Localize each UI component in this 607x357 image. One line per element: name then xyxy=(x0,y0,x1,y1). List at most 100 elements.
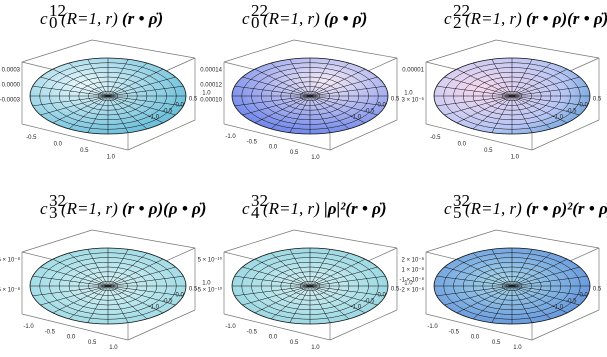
y-tick-label: -0.5 xyxy=(162,109,173,115)
x-tick-label: 0.0 xyxy=(269,145,278,151)
surface-spoke xyxy=(309,76,378,97)
z-tick-label: 0.00014 xyxy=(200,68,222,74)
surface-spoke xyxy=(511,68,568,97)
title-sub: 5 xyxy=(453,203,462,222)
box-edge xyxy=(127,309,196,341)
y-tick-label: -0.5 xyxy=(162,299,173,305)
box-edge xyxy=(531,119,600,151)
surface-spoke xyxy=(309,62,350,97)
surface xyxy=(433,57,591,135)
surface-spoke xyxy=(87,59,109,97)
y-tick-label: 0.5 xyxy=(391,287,400,293)
title-factor: (r • ρ)(ρ • ρ̈) xyxy=(122,199,206,218)
surface-spoke xyxy=(289,285,311,323)
x-tick-label: 0.0 xyxy=(269,335,278,341)
title-factor: (r • ρ)(r • ρ̈) xyxy=(526,9,607,28)
surface-spoke xyxy=(511,95,552,130)
surface-spoke xyxy=(309,68,366,97)
surface-spoke xyxy=(309,285,350,320)
surface-spoke xyxy=(107,285,164,314)
surface-spoke xyxy=(32,95,109,107)
box-edge xyxy=(21,313,129,341)
y-tick-label: -1.0 xyxy=(553,115,564,121)
box-edge xyxy=(329,119,398,151)
surface-spoke xyxy=(107,76,176,97)
title-args: (R=1, r) xyxy=(465,9,522,28)
x-tick-label: -0.5 xyxy=(247,139,258,145)
title-sub: 3 xyxy=(49,203,58,222)
box-edge xyxy=(91,229,196,249)
surface-spoke xyxy=(242,76,311,97)
title-base: c xyxy=(444,199,452,218)
surface-spoke xyxy=(472,95,513,130)
x-tick-label: -1.0 xyxy=(427,324,438,330)
surface-spoke xyxy=(107,95,184,107)
x-tick-label: 1.0 xyxy=(109,345,118,351)
surface-spoke xyxy=(40,76,109,97)
title-args: (R=1, r) xyxy=(263,9,320,28)
surface-spoke xyxy=(511,285,533,323)
surface-spoke xyxy=(472,252,513,287)
surface-spoke xyxy=(107,285,184,297)
surface-spoke xyxy=(40,95,109,116)
box-edge xyxy=(425,313,533,341)
z-tick-label: 0.0003 xyxy=(2,68,21,74)
surface-spoke xyxy=(107,285,129,323)
y-tick-label: -0.5 xyxy=(364,299,375,305)
z-tick-label: 0.00001 xyxy=(402,68,424,74)
surface-spoke xyxy=(270,95,311,130)
surface-spoke xyxy=(309,258,366,287)
surface-spoke xyxy=(254,285,311,314)
surface-spoke xyxy=(107,62,148,97)
surface-spoke xyxy=(107,95,164,124)
surface-spoke xyxy=(456,68,513,97)
box-edge xyxy=(223,229,295,253)
surface-spoke xyxy=(511,249,533,287)
surface-spoke xyxy=(107,258,164,287)
y-tick-label: -0.5 xyxy=(566,299,577,305)
surface-spoke xyxy=(309,285,386,297)
surface-spoke xyxy=(242,95,311,116)
z-tick-label: -5 × 10⁻¹⁰ xyxy=(196,287,223,294)
x-tick-label: 0.5 xyxy=(88,340,97,346)
y-tick-label: 0.0 xyxy=(176,293,185,299)
surface-spoke xyxy=(444,76,513,97)
box-edge xyxy=(329,309,398,341)
surface-spoke xyxy=(40,285,109,306)
surface-spoke xyxy=(511,95,580,116)
y-tick-label: 0.0 xyxy=(580,103,589,109)
surface-spoke xyxy=(436,95,513,107)
title-sup: 32 xyxy=(49,191,66,210)
x-tick-label: 0.5 xyxy=(492,340,501,346)
surface-spoke xyxy=(511,258,568,287)
surface-spoke xyxy=(87,249,109,287)
surface-spoke xyxy=(309,95,378,116)
surface-spoke xyxy=(511,285,588,297)
surface-spoke xyxy=(309,275,386,287)
surface-spoke xyxy=(511,62,552,97)
title-sup: 12 xyxy=(49,1,66,20)
y-tick-label: 1.0 xyxy=(202,281,211,287)
surface-spoke xyxy=(107,285,148,320)
surface-spoke xyxy=(309,59,331,97)
box-edge xyxy=(21,229,93,253)
surface-spoke xyxy=(32,285,109,297)
surface-spoke xyxy=(309,95,366,124)
surface-spoke xyxy=(289,59,311,97)
panel: c 120 (R=1, r) (r • ρ̈) 0.0003 0.0000 -0.0003 -… xyxy=(0,1,211,160)
box-edge xyxy=(127,119,196,151)
surface-spoke xyxy=(68,252,109,287)
y-tick-label: 1.0 xyxy=(404,91,413,97)
surface-spoke xyxy=(254,95,311,124)
surface-spoke xyxy=(491,285,513,323)
x-tick-label: 0.5 xyxy=(80,148,89,154)
box-edge xyxy=(91,39,196,59)
title-base: c xyxy=(40,9,48,28)
surface-spoke xyxy=(309,285,331,323)
y-tick-label: 0.0 xyxy=(176,103,185,109)
surface-spoke xyxy=(511,285,580,306)
title-base: c xyxy=(444,9,452,28)
z-tick-label: 2 × 10⁻⁸ xyxy=(401,257,424,264)
